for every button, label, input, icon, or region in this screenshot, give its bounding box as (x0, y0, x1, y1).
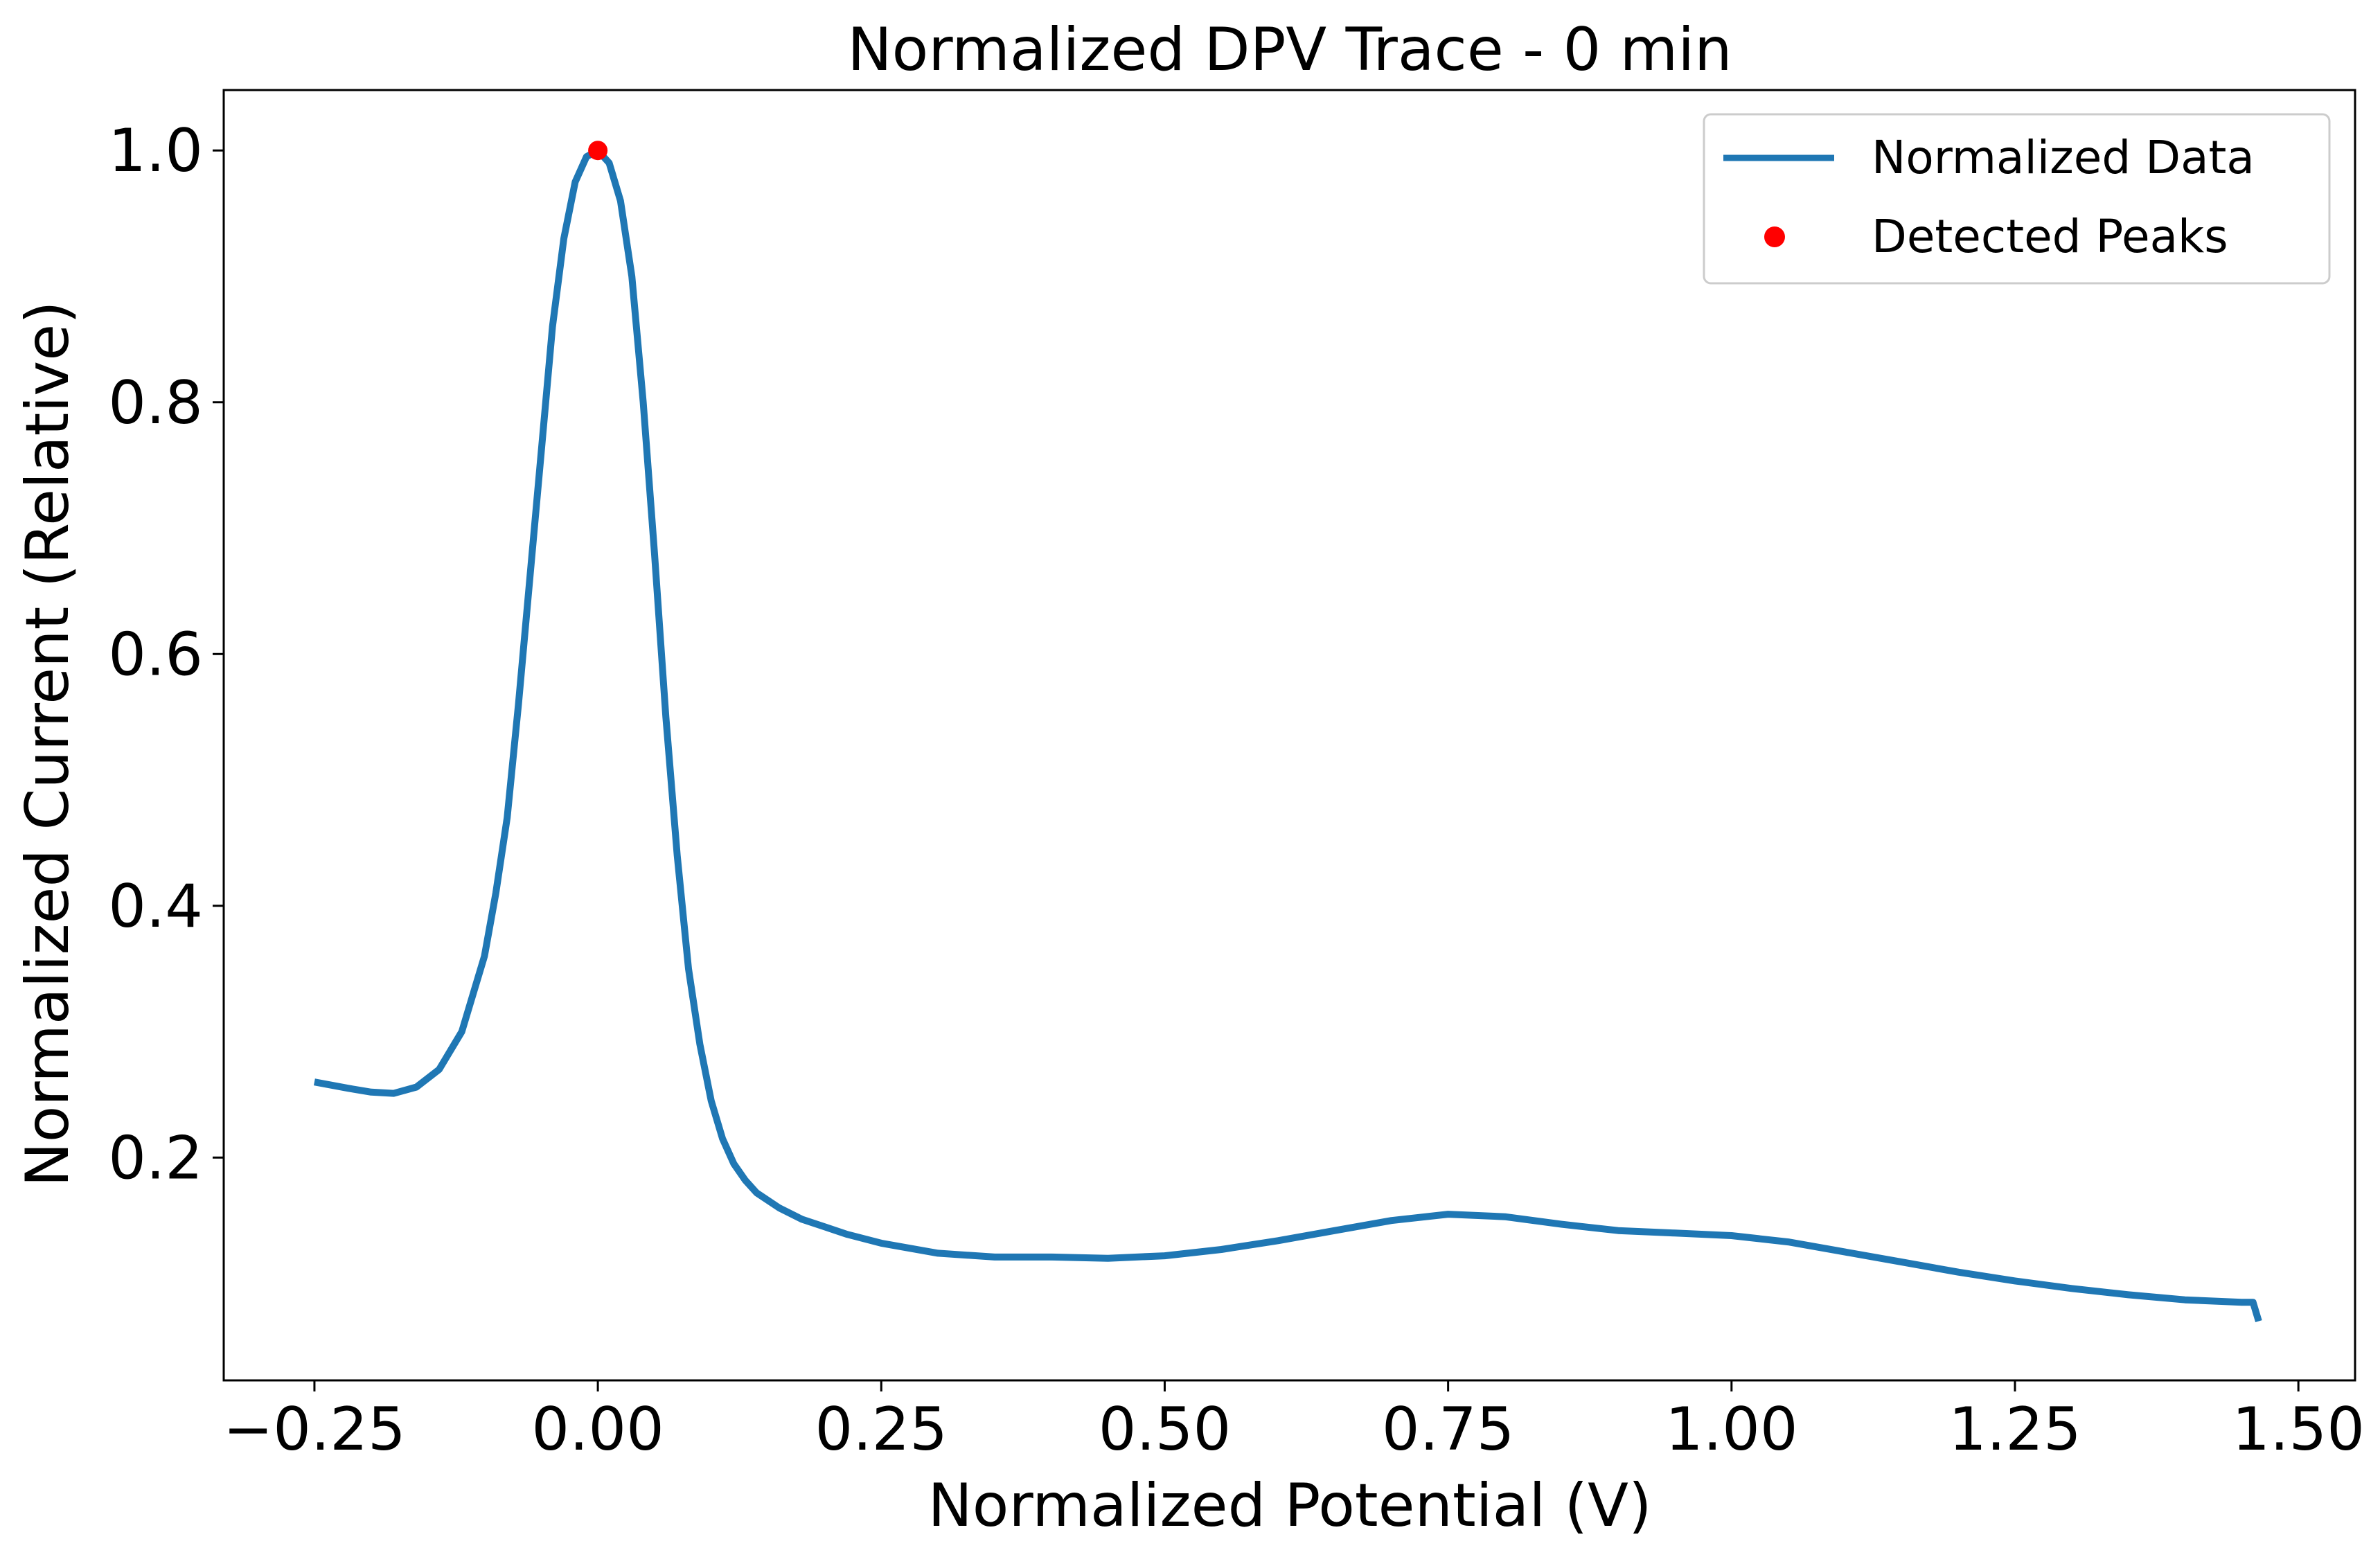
legend-peak-swatch (1764, 226, 1785, 247)
y-tick-label: 1.0 (108, 116, 203, 186)
x-tick-label: 0.50 (1099, 1395, 1231, 1464)
y-tick-label: 0.2 (108, 1123, 203, 1193)
x-tick-label: −0.25 (223, 1395, 406, 1464)
x-tick-label: 1.00 (1665, 1395, 1797, 1464)
x-tick-label: 0.25 (815, 1395, 948, 1464)
chart-title: Normalized DPV Trace - 0 min (847, 15, 1732, 84)
axes-frame (222, 89, 2356, 1382)
y-tick-label: 0.8 (108, 368, 203, 438)
x-tick-label: 0.75 (1382, 1395, 1514, 1464)
y-tick-label: 0.4 (108, 872, 203, 941)
detected-peak-point (588, 141, 608, 161)
x-tick-label: 1.50 (2232, 1395, 2364, 1464)
series-line-normalized-data (313, 147, 2262, 1323)
legend-frame (1703, 113, 2331, 285)
legend: Normalized Data Detected Peaks (1703, 113, 2331, 285)
plot-area: −0.25 0.00 0.25 0.50 0.75 1.00 1.25 1.50 0.2 0.4 0… (108, 89, 2365, 1464)
x-tick-label: 1.25 (1948, 1395, 2081, 1464)
y-tick-label: 0.6 (108, 620, 203, 689)
x-tick-label: 0.00 (531, 1395, 664, 1464)
y-axis-label: Normalized Current (Relative) (13, 301, 82, 1186)
legend-label-peaks: Detected Peaks (1872, 210, 2228, 263)
legend-label-data: Normalized Data (1872, 131, 2255, 184)
x-axis-label: Normalized Potential (V) (927, 1471, 1651, 1540)
